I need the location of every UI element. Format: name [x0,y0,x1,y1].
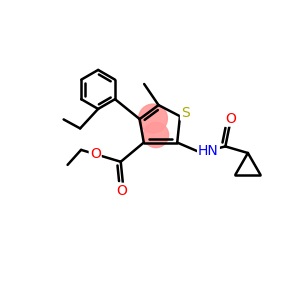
Text: O: O [90,147,101,161]
Text: S: S [181,106,190,120]
Circle shape [139,104,167,133]
Circle shape [143,122,169,148]
Text: HN: HN [198,144,219,158]
Text: O: O [116,184,127,198]
Text: O: O [226,112,237,126]
